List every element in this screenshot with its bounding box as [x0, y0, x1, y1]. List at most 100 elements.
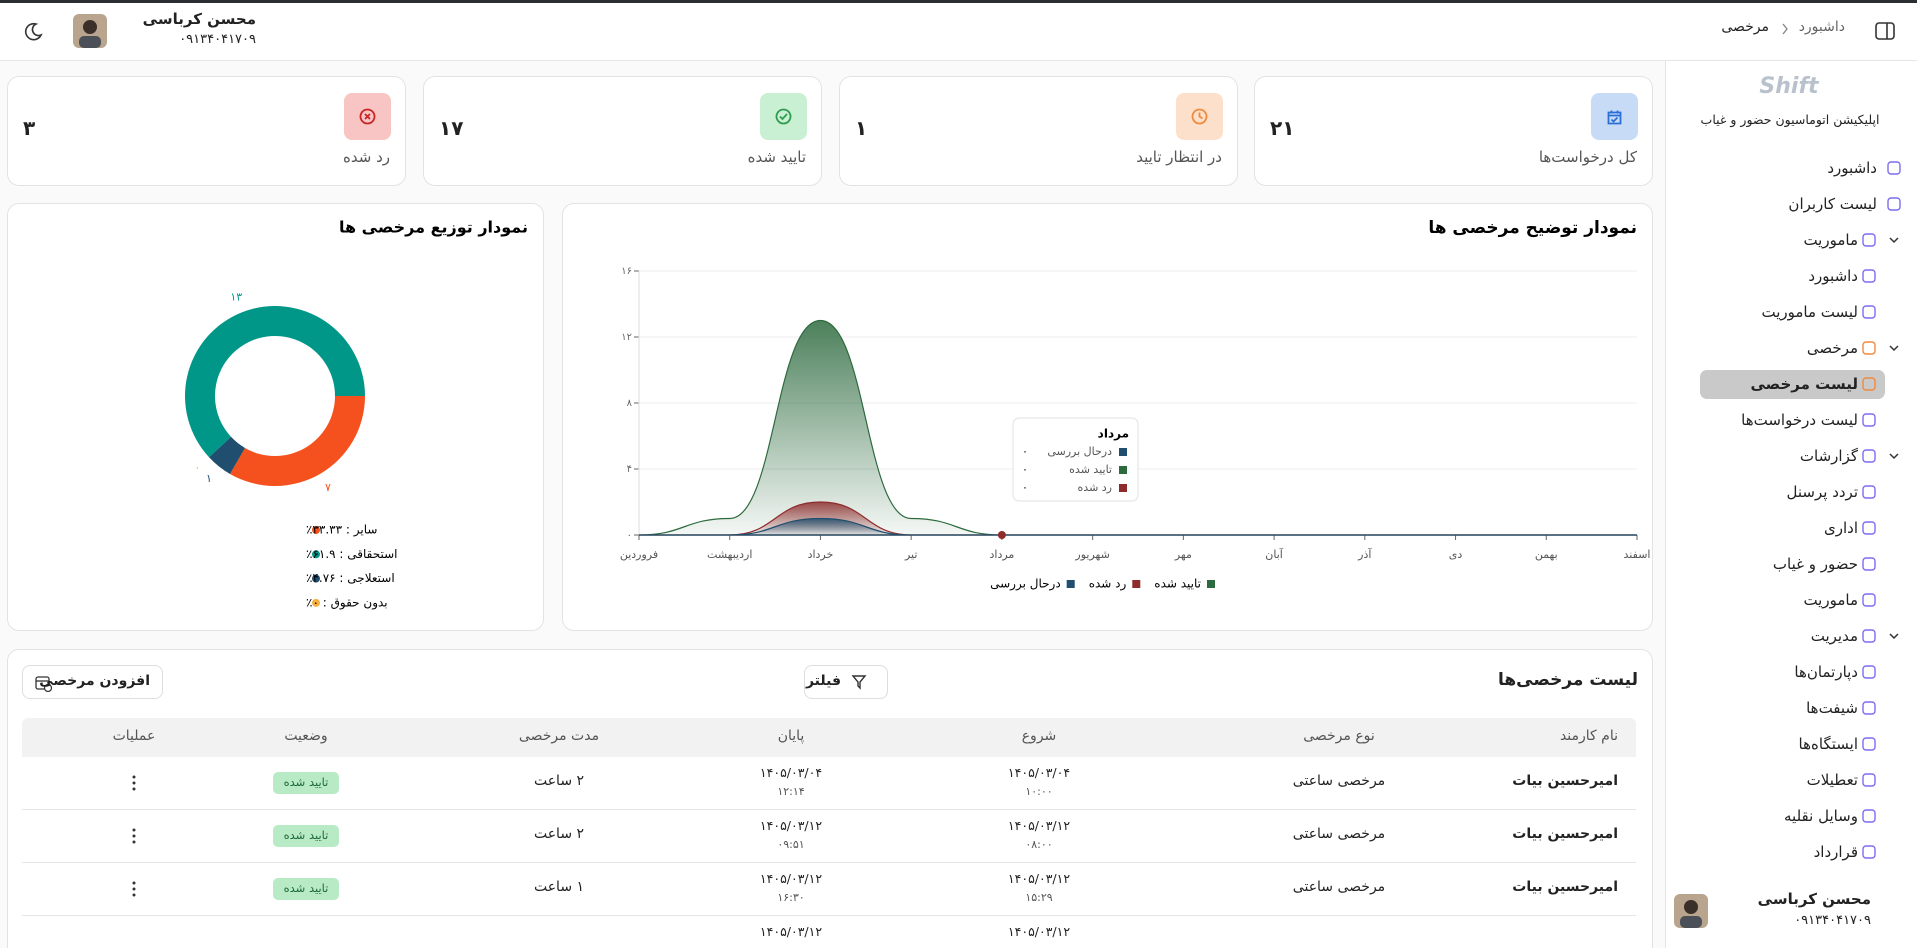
nav-item[interactable]: داشبورد	[1827, 159, 1877, 177]
column-header[interactable]: شروع	[1021, 728, 1057, 744]
avatar[interactable]	[1674, 894, 1708, 928]
y-tick-label: ۰	[627, 530, 632, 541]
table-header	[22, 718, 1636, 757]
x-tick-label: شهریور	[1074, 548, 1109, 561]
nav-item[interactable]: لیست کاربران	[1788, 195, 1877, 213]
legend-dot	[312, 598, 320, 607]
nav-item[interactable]: لیست درخواست‌ها	[1741, 411, 1858, 429]
cell-date: ۱۴۰۵/۰۳/۰۴	[1007, 765, 1071, 780]
filter-icon	[851, 675, 867, 690]
stat-card	[1254, 76, 1653, 186]
nav-item[interactable]: ایستگاه‌ها	[1798, 735, 1858, 753]
nav-item[interactable]: قرارداد	[1813, 843, 1858, 861]
nav-item[interactable]: وسایل نقلیه	[1784, 807, 1858, 825]
column-header[interactable]: مدت مرخصی	[518, 728, 600, 744]
cell-date: ۱۴۰۵/۰۳/۱۲	[759, 818, 823, 833]
x-tick-label: آبان	[1265, 547, 1283, 561]
top-bar	[0, 0, 1917, 3]
icon-path	[359, 108, 376, 125]
nav-icon	[1862, 377, 1876, 391]
cell-type: مرخصی ساعتی	[1292, 773, 1386, 789]
icon-glyph	[1607, 110, 1622, 125]
stat-icon	[1591, 93, 1638, 140]
nav-icon	[1862, 305, 1876, 319]
nav-item[interactable]: ماموریت	[1803, 591, 1858, 609]
add-label: افزودن مرخصی	[39, 673, 150, 689]
icon-glyph	[1191, 108, 1208, 125]
nav-item[interactable]: لیست مرخصی	[1750, 375, 1858, 393]
icon-shape	[1862, 737, 1876, 751]
icon-path	[1607, 110, 1622, 125]
nav-item[interactable]: لیست ماموریت	[1761, 303, 1858, 321]
chevron[interactable]	[1887, 449, 1901, 463]
status-badge: تایید شده	[273, 878, 339, 900]
menu-dot	[132, 787, 136, 791]
filter-button[interactable]: فیلتر	[804, 665, 888, 699]
cell-date: ۱۴۰۵/۰۳/۱۲	[759, 924, 823, 939]
chevron[interactable]	[1887, 629, 1901, 643]
cell-name: امیرحسین بیات	[1512, 826, 1618, 842]
cell-time: ۱۶:۳۰	[777, 891, 805, 904]
icon-shape	[1862, 521, 1876, 535]
donut-slice	[209, 436, 245, 474]
tooltip-swatch	[1119, 484, 1127, 492]
stat-card	[839, 76, 1238, 186]
nav-item[interactable]: گزارشات	[1799, 447, 1858, 465]
nav-item[interactable]: حضور و غیاب	[1772, 555, 1858, 573]
sidebar-toggle[interactable]	[1874, 20, 1896, 42]
column-header[interactable]: نام کارمند	[1559, 728, 1618, 744]
nav-item[interactable]: تردد پرسنل	[1786, 483, 1858, 501]
x-tick-label: اردیبهشت	[707, 548, 752, 561]
stat-card	[423, 76, 822, 186]
row-menu[interactable]	[129, 880, 139, 898]
x-tick-label: مرداد	[989, 548, 1014, 561]
nav-item[interactable]: مدیریت	[1810, 627, 1858, 645]
menu-dot	[132, 834, 136, 838]
column-header[interactable]: پایان	[777, 728, 805, 744]
menu-dot	[132, 893, 136, 897]
cell-date: ۱۴۰۵/۰۳/۱۲	[1007, 924, 1071, 939]
chevron-path	[1889, 453, 1899, 460]
nav-item[interactable]: اداری	[1824, 519, 1858, 537]
add-button[interactable]: افزودن مرخصی	[22, 665, 163, 699]
row-menu[interactable]	[129, 827, 139, 845]
cell-date: ۱۴۰۵/۰۳/۱۲	[1007, 818, 1071, 833]
avatar[interactable]	[73, 14, 107, 48]
breadcrumb-item[interactable]: داشبورد	[1798, 19, 1845, 35]
tooltip-title: مرداد	[1098, 427, 1129, 441]
chevron-path	[1889, 345, 1899, 352]
nav-item[interactable]: داشبورد	[1808, 267, 1858, 285]
chevron[interactable]	[1887, 233, 1901, 247]
nav-item[interactable]: تعطیلات	[1806, 771, 1858, 789]
x-tick-label: بهمن	[1535, 548, 1558, 561]
legend-label: رد شده	[1089, 577, 1127, 592]
nav-item[interactable]: شیفت‌ها	[1806, 699, 1858, 717]
stat-card	[7, 76, 406, 186]
icon-shape	[1862, 557, 1876, 571]
nav-item[interactable]: مرخصی	[1806, 339, 1858, 357]
x-tick-label: خرداد	[808, 548, 834, 561]
y-tick-label: ۴	[627, 464, 632, 475]
column-header[interactable]: وضعیت	[284, 728, 328, 744]
nav-icon	[1887, 197, 1901, 211]
legend-label: درحال بررسی	[990, 577, 1061, 592]
status-label: تایید شده	[283, 828, 329, 842]
icon-shape	[1862, 845, 1876, 859]
icon-shape	[1862, 809, 1876, 823]
x-tick-label: اسفند	[1624, 548, 1651, 561]
nav-icon	[1862, 449, 1876, 463]
icon-shape	[1862, 341, 1876, 355]
stat-label: کل درخواست‌ها	[1538, 148, 1637, 166]
slice-label: ۱۳	[230, 290, 242, 303]
tooltip-name: رد شده	[1078, 481, 1112, 494]
breadcrumb-sep	[1782, 23, 1788, 35]
row-menu[interactable]	[129, 774, 139, 792]
sidebar-border	[1665, 61, 1666, 948]
hover-point	[997, 531, 1006, 539]
legend-swatch	[1132, 580, 1141, 588]
nav-item[interactable]: ماموریت	[1803, 231, 1858, 249]
theme-toggle[interactable]	[22, 20, 44, 42]
column-header[interactable]: نوع مرخصی	[1303, 728, 1375, 744]
nav-item[interactable]: دپارتمان‌ها	[1794, 663, 1858, 681]
chevron[interactable]	[1887, 341, 1901, 355]
